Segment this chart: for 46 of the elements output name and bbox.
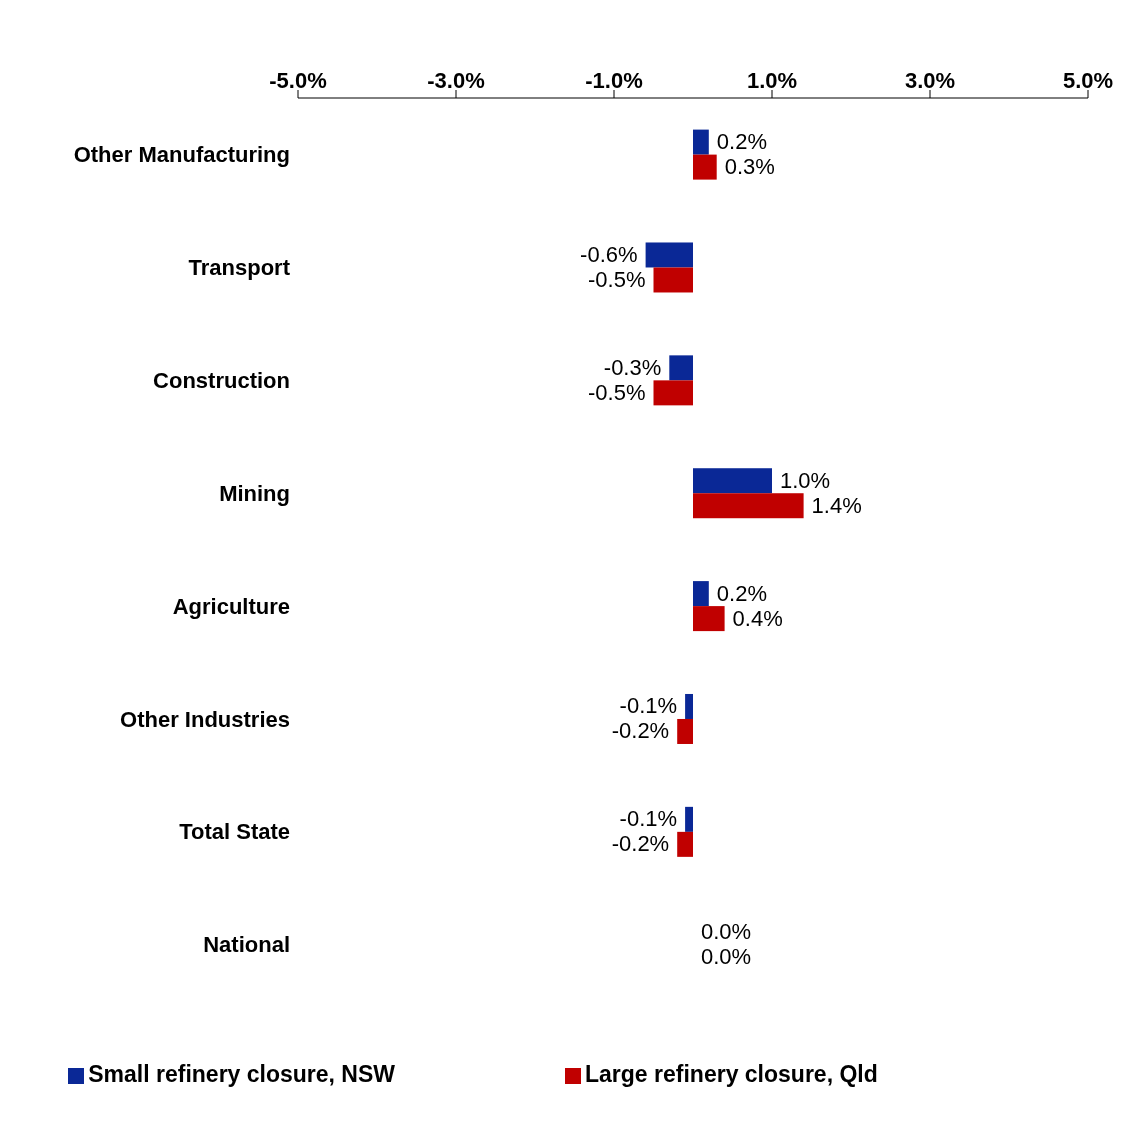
bar bbox=[693, 154, 717, 180]
data-label: -0.6% bbox=[580, 241, 638, 267]
bar bbox=[685, 806, 693, 832]
bar bbox=[693, 581, 709, 607]
x-tick-label: 3.0% bbox=[904, 68, 956, 93]
bar bbox=[653, 267, 693, 293]
data-label: -0.1% bbox=[619, 693, 678, 719]
data-label: -0.2% bbox=[611, 831, 670, 857]
x-tick-label: -1.0% bbox=[585, 68, 643, 93]
bar bbox=[693, 468, 772, 494]
x-tick-label: -3.0% bbox=[427, 68, 485, 93]
x-tick-label: -5.0% bbox=[269, 68, 327, 93]
bar bbox=[693, 606, 725, 632]
bar bbox=[693, 129, 709, 155]
bar bbox=[685, 693, 693, 719]
bar bbox=[645, 242, 693, 268]
data-label: 0.2% bbox=[716, 580, 767, 606]
legend-label: Small refinery closure, NSW bbox=[88, 1061, 396, 1087]
data-label: -0.3% bbox=[603, 354, 662, 380]
data-label: 1.0% bbox=[780, 467, 831, 493]
x-tick-label: 1.0% bbox=[746, 68, 798, 93]
data-label: 0.3% bbox=[724, 154, 775, 180]
data-label: -0.5% bbox=[588, 379, 646, 405]
data-label: 0.4% bbox=[732, 605, 783, 631]
bar bbox=[653, 380, 693, 406]
data-label: 1.4% bbox=[811, 492, 862, 518]
y-tick-label: Mining bbox=[219, 480, 290, 506]
bar bbox=[669, 355, 693, 381]
bar bbox=[693, 493, 804, 519]
y-tick-label: Other Manufacturing bbox=[73, 142, 290, 168]
x-tick-label: 5.0% bbox=[1062, 68, 1114, 93]
y-tick-label: National bbox=[203, 932, 290, 958]
y-tick-label: Transport bbox=[188, 255, 291, 281]
data-label: 0.0% bbox=[701, 944, 752, 970]
y-tick-label: Other Industries bbox=[120, 706, 290, 732]
data-label: -0.5% bbox=[588, 266, 646, 292]
bar bbox=[677, 831, 693, 857]
data-label: 0.0% bbox=[701, 919, 752, 945]
legend-label: Large refinery closure, Qld bbox=[585, 1061, 878, 1087]
data-label: -0.2% bbox=[611, 718, 670, 744]
data-label: -0.1% bbox=[619, 806, 678, 832]
y-tick-label: Agriculture bbox=[172, 593, 290, 619]
bar bbox=[677, 718, 693, 744]
data-label: 0.2% bbox=[716, 129, 767, 155]
y-tick-label: Construction bbox=[153, 368, 290, 393]
y-tick-label: Total State bbox=[179, 819, 290, 845]
